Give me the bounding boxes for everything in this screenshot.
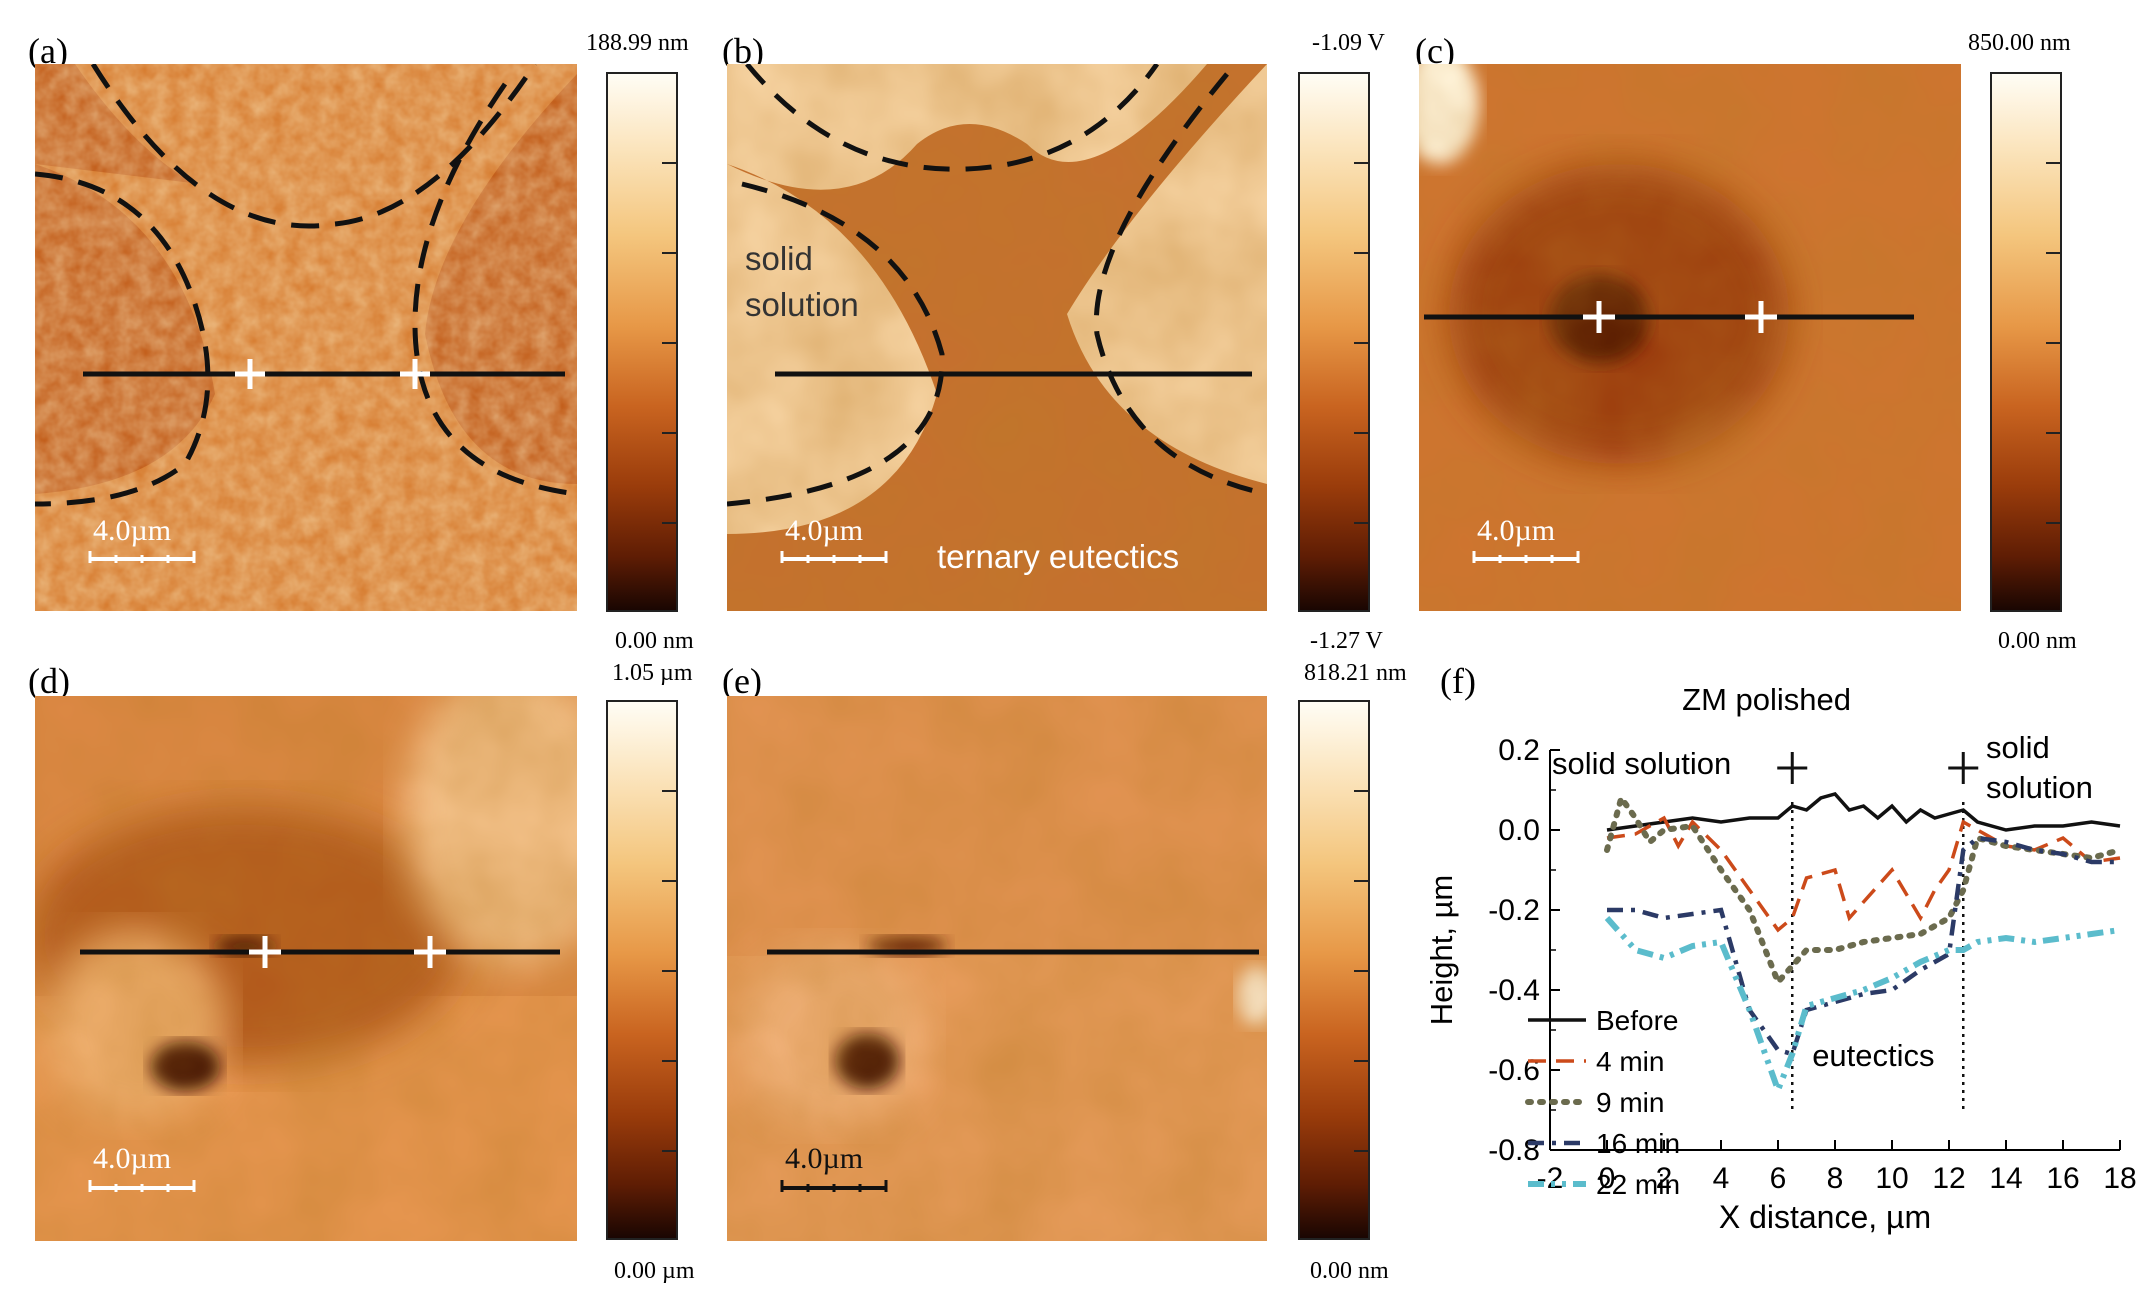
legend-label: 16 min (1596, 1128, 1680, 1159)
panel-b-annot-eutectics: ternary eutectics (937, 538, 1180, 575)
colorbar-tick (1354, 252, 1368, 254)
panel-b-image: solid solution ternary eutectics 4.0µm (727, 64, 1267, 611)
panel-b-annot-solid-1: solid (745, 240, 813, 277)
annot-solid-right-1: solid (1986, 730, 2050, 765)
panel-e-scale: 4.0µm (785, 1142, 864, 1175)
boundary-marker (1948, 752, 1979, 784)
boundary-marker (1777, 752, 1808, 784)
panel-d-cbar-min: 0.00 µm (614, 1258, 695, 1284)
colorbar-tick (1354, 880, 1368, 882)
x-tick-label: 0 (1599, 1162, 1616, 1195)
colorbar-tick (662, 162, 676, 164)
legend-label: 22 min (1596, 1169, 1680, 1200)
panel-d-image: 4.0µm (35, 696, 577, 1241)
colorbar-tick (1354, 162, 1368, 164)
panel-e-cbar-min: 0.00 nm (1310, 1258, 1389, 1284)
legend-label: 9 min (1596, 1087, 1664, 1118)
annot-solid-solution-left: solid solution (1552, 746, 1731, 781)
panel-e-cbar-max: 818.21 nm (1304, 660, 1407, 686)
y-tick-label: -0.2 (1488, 894, 1540, 927)
legend-label: Before (1596, 1005, 1679, 1036)
colorbar-tick (1354, 432, 1368, 434)
colorbar-tick (2046, 162, 2060, 164)
x-tick-label: 16 (2046, 1162, 2079, 1195)
y-tick-label: -0.4 (1488, 974, 1540, 1007)
panel-e-label: (e) (722, 661, 762, 701)
x-tick-label: 12 (1932, 1162, 1965, 1195)
series-line-4-min (1606, 815, 2121, 933)
colorbar-tick (662, 1150, 676, 1152)
y-tick-label: -0.6 (1488, 1054, 1540, 1087)
x-tick-label: 4 (1713, 1162, 1730, 1195)
colorbar-tick (662, 790, 676, 792)
colorbar-tick (662, 432, 676, 434)
chart-title: ZM polished (1682, 682, 1851, 717)
colorbar-tick (1354, 342, 1368, 344)
panel-d-label: (d) (28, 661, 70, 701)
colorbar-tick (1354, 970, 1368, 972)
colorbar-tick (662, 880, 676, 882)
panel-f-label: (f) (1440, 661, 1476, 701)
panel-c-cbar-max: 850.00 nm (1968, 30, 2071, 56)
x-tick-label: 10 (1875, 1162, 1908, 1195)
panel-d-cbar-max: 1.05 µm (612, 660, 693, 686)
legend-label: 4 min (1596, 1046, 1664, 1077)
panel-a-cbar-min: 0.00 nm (615, 628, 694, 654)
x-tick-label: -2 (1537, 1162, 1564, 1195)
height-profile-chart: -2 0 2 4 6 8 10 12 14 16 18 0.2 0.0 -0.2 -0.4 -0.6 -0.8 Z… (1424, 682, 2137, 1235)
panel-a-scale: 4.0µm (93, 514, 172, 547)
colorbar-tick (1354, 522, 1368, 524)
colorbar-tick (2046, 522, 2060, 524)
panel-b-annot-solid-2: solution (745, 286, 859, 323)
series-line-before (1606, 792, 2121, 832)
x-tick-label: 8 (1827, 1162, 1844, 1195)
panel-c-cbar-min: 0.00 nm (1998, 628, 2077, 654)
colorbar-tick (662, 1060, 676, 1062)
y-tick-label: 0.2 (1498, 734, 1540, 767)
annot-eutectics: eutectics (1812, 1038, 1934, 1073)
colorbar-tick (662, 342, 676, 344)
x-tick-label: 2 (1656, 1162, 1673, 1195)
y-tick-label: 0.0 (1498, 814, 1540, 847)
series-line-22-min (1604, 916, 2121, 1099)
panel-a-cbar-max: 188.99 nm (586, 30, 689, 56)
x-axis-label: X distance, µm (1719, 1199, 1931, 1235)
x-tick-label: 6 (1770, 1162, 1787, 1195)
colorbar-tick (662, 522, 676, 524)
colorbar-tick (1354, 1060, 1368, 1062)
colorbar-tick (1354, 1150, 1368, 1152)
colorbar-tick (662, 970, 676, 972)
colorbar-tick (1354, 790, 1368, 792)
panel-d-scale: 4.0µm (93, 1142, 172, 1175)
panel-a-image: 4.0µm (35, 64, 577, 611)
x-tick-label: 18 (2103, 1162, 2136, 1195)
panel-b-scale: 4.0µm (785, 514, 864, 547)
panel-e-image: 4.0µm (727, 696, 1267, 1241)
panel-c-image: 4.0µm (1419, 64, 1961, 611)
colorbar-tick (662, 252, 676, 254)
colorbar-tick (2046, 432, 2060, 434)
y-axis-label: Height, µm (1424, 875, 1459, 1026)
series-line-9-min (1604, 791, 2123, 988)
panel-c-scale: 4.0µm (1477, 514, 1556, 547)
series-line-16-min (1607, 835, 2120, 1057)
y-tick-label: -0.8 (1488, 1134, 1540, 1167)
annot-solid-right-2: solution (1986, 770, 2093, 805)
colorbar-tick (2046, 252, 2060, 254)
panel-b-cbar-min: -1.27 V (1310, 628, 1383, 654)
panel-b-cbar-max: -1.09 V (1312, 30, 1385, 56)
x-tick-label: 14 (1989, 1162, 2022, 1195)
colorbar-tick (2046, 342, 2060, 344)
